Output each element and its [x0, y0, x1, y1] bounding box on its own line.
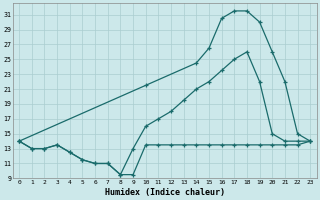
X-axis label: Humidex (Indice chaleur): Humidex (Indice chaleur) — [105, 188, 225, 197]
